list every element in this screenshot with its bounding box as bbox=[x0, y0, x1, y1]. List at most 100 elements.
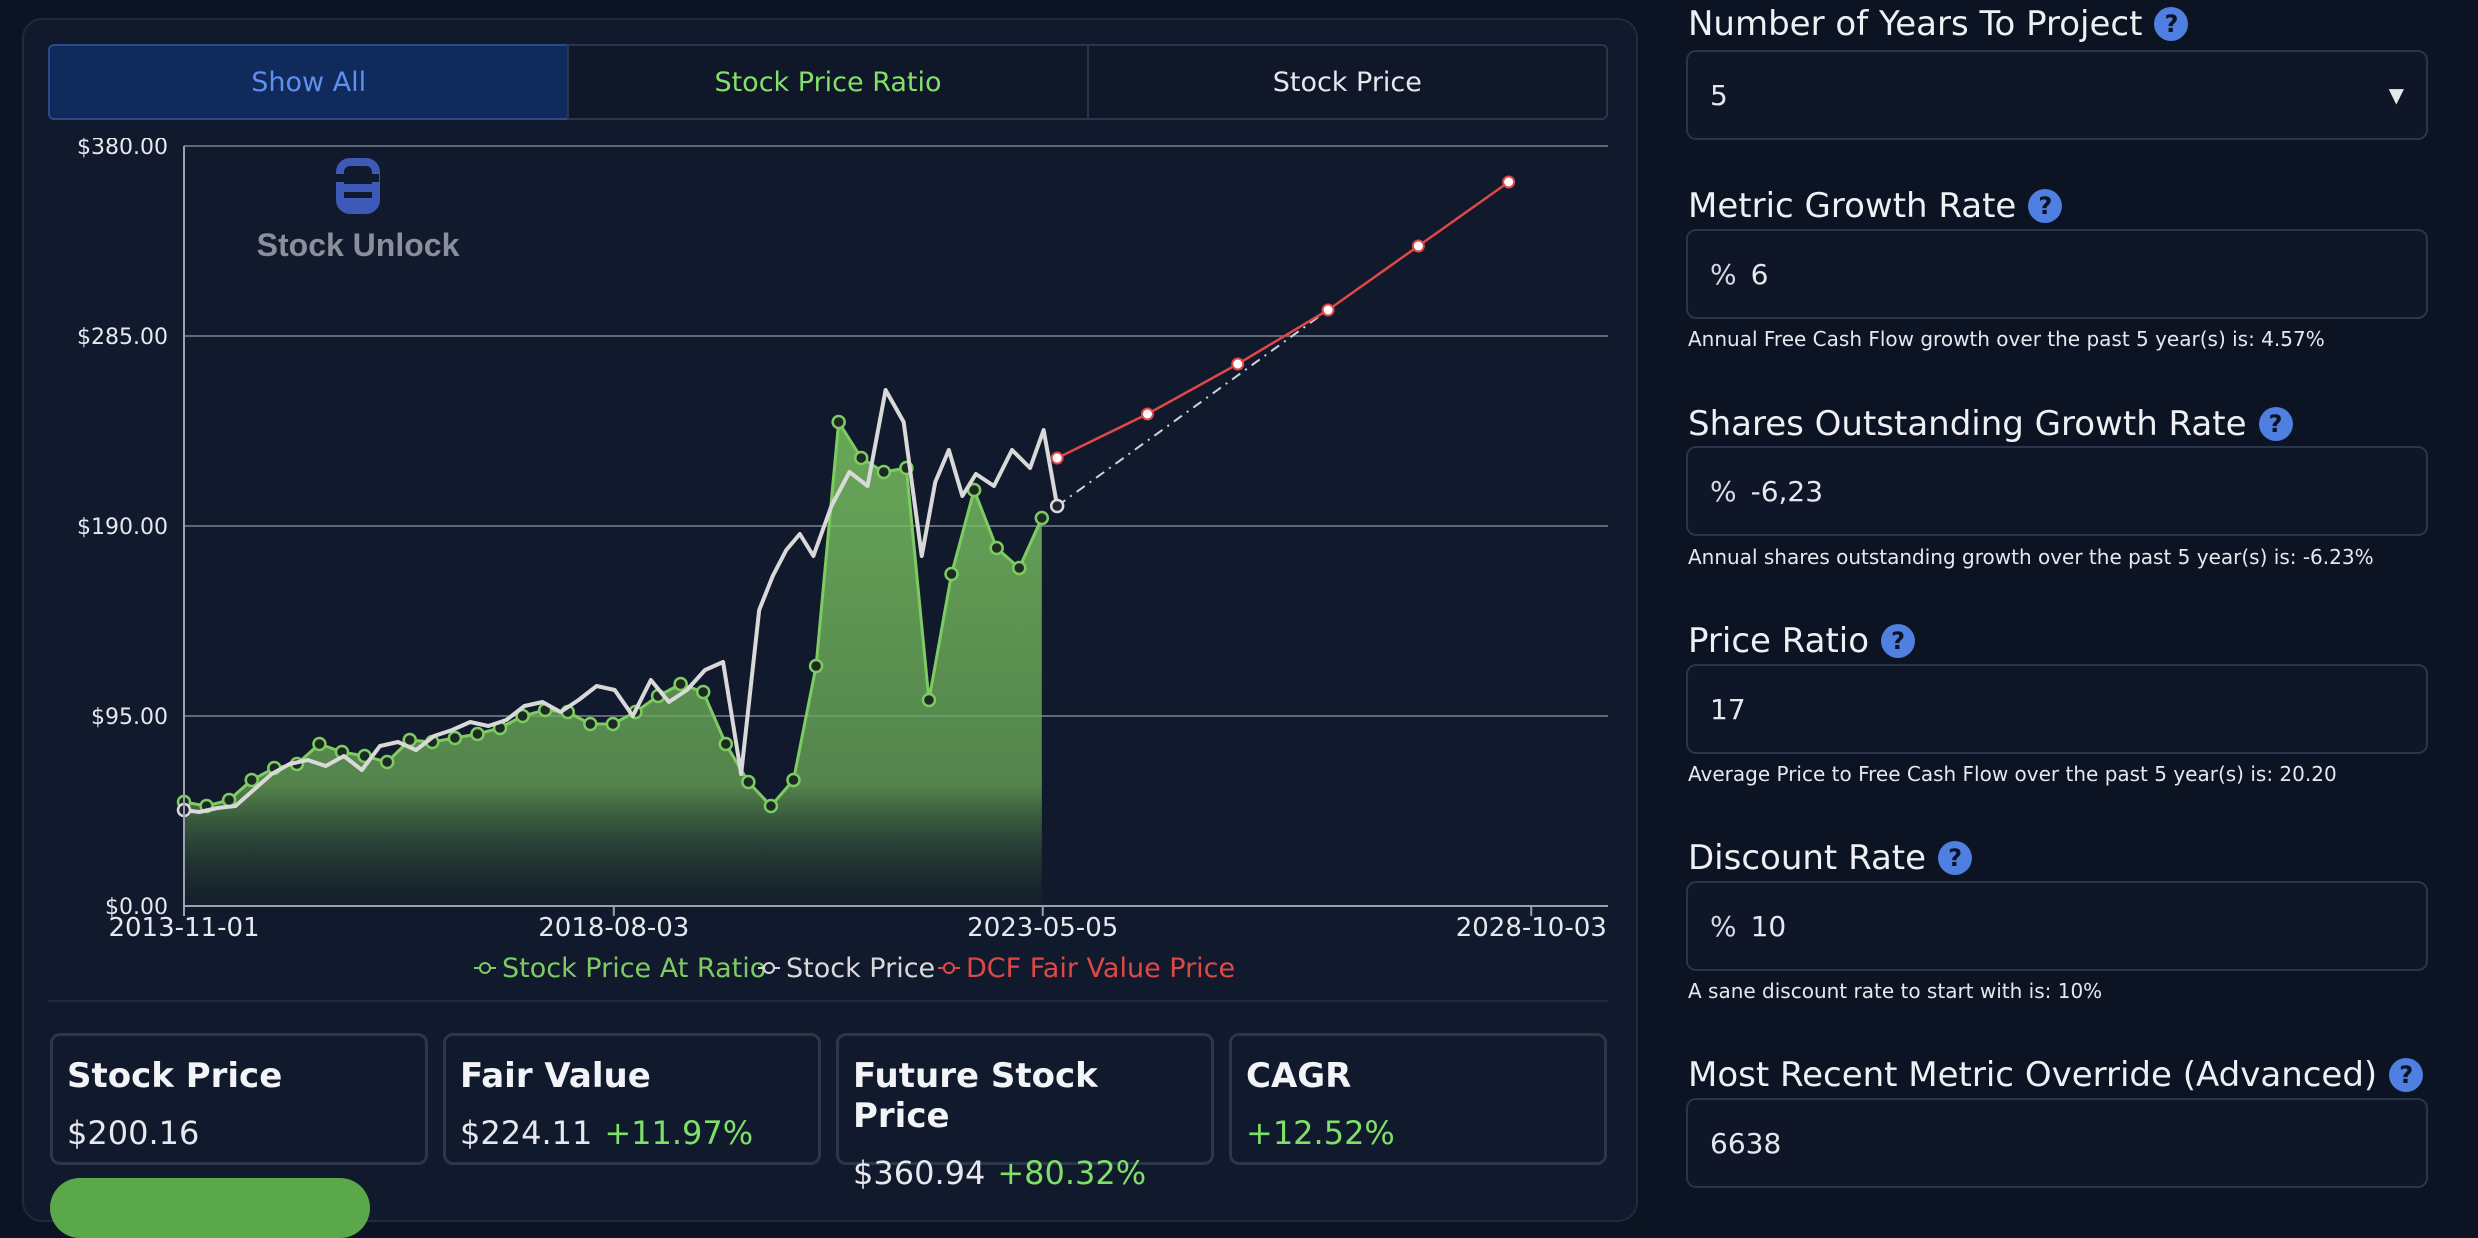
legend-item: Stock Price bbox=[758, 953, 935, 984]
point-dcf-fair-value bbox=[1231, 357, 1245, 371]
y-tick-label: $380.00 bbox=[77, 138, 168, 160]
help-icon[interactable]: ? bbox=[2389, 1058, 2424, 1092]
point-stock-price-at-ratio bbox=[989, 540, 1004, 556]
x-tick-label: 2028-10-03 bbox=[1456, 913, 1607, 943]
shares-growth-hint: Annual shares outstanding growth over th… bbox=[1688, 545, 2374, 569]
stat-change: +80.32% bbox=[997, 1154, 1147, 1192]
point-stock-price-at-ratio bbox=[763, 798, 779, 814]
stat-value: $200.16 bbox=[67, 1114, 200, 1152]
shares-growth-value: -6,23 bbox=[1750, 474, 1824, 508]
stat-title: Stock Price bbox=[67, 1056, 283, 1096]
point-stock-price-at-ratio bbox=[673, 676, 688, 692]
stat-title: Fair Value bbox=[460, 1056, 651, 1096]
percent-prefix: % bbox=[1710, 257, 1737, 291]
stat-title: Future Stock Price bbox=[853, 1056, 1098, 1136]
years-label: Number of Years To Project ? bbox=[1688, 4, 2189, 44]
y-tick-label: $285.00 bbox=[77, 325, 168, 350]
point-stock-price-at-ratio bbox=[221, 792, 237, 808]
series-line-dcf-fair-value bbox=[1056, 180, 1510, 460]
point-stock-price-at-ratio bbox=[741, 774, 756, 790]
point-stock-price-at-ratio bbox=[831, 414, 846, 430]
discount-rate-label-text: Discount Rate bbox=[1688, 838, 1927, 878]
point-dcf-fair-value bbox=[1411, 239, 1425, 253]
projection-line bbox=[1056, 309, 1329, 507]
tab-stock-price-ratio[interactable]: Stock Price Ratio bbox=[567, 44, 1089, 120]
metric-growth-input[interactable]: % 6 bbox=[1686, 229, 2428, 319]
watermark-text: Stock Unlock bbox=[257, 227, 460, 263]
help-icon[interactable]: ? bbox=[2154, 7, 2189, 41]
watermark-logo: Stock Unlock bbox=[257, 158, 460, 263]
stat-value: $360.94 bbox=[853, 1154, 986, 1192]
percent-prefix: % bbox=[1710, 909, 1737, 943]
legend-label: DCF Fair Value Price bbox=[966, 953, 1235, 984]
primary-action-button[interactable] bbox=[50, 1178, 370, 1238]
point-stock-price-at-ratio bbox=[312, 736, 327, 752]
shares-growth-input[interactable]: % -6,23 bbox=[1686, 446, 2428, 536]
years-select[interactable]: 5 ▼ bbox=[1686, 50, 2428, 140]
y-tick-label: $0.00 bbox=[105, 895, 168, 920]
stat-change: +12.52% bbox=[1246, 1114, 1395, 1152]
point-dcf-fair-value bbox=[1502, 175, 1516, 189]
override-input[interactable]: 6638 bbox=[1686, 1098, 2428, 1188]
x-tick-label: 2013-11-01 bbox=[108, 913, 259, 943]
shares-growth-label-text: Shares Outstanding Growth Rate bbox=[1688, 404, 2247, 444]
point-stock-price-at-ratio bbox=[447, 730, 463, 746]
legend-marker bbox=[943, 962, 955, 974]
point-stock-price-at-ratio bbox=[244, 772, 259, 788]
help-icon[interactable]: ? bbox=[2258, 407, 2293, 441]
stat-title: CAGR bbox=[1246, 1056, 1352, 1096]
override-label: Most Recent Metric Override (Advanced) ? bbox=[1688, 1055, 2424, 1095]
point-stock-price-at-ratio bbox=[944, 566, 959, 582]
discount-rate-input[interactable]: % 10 bbox=[1686, 881, 2428, 971]
legend-marker bbox=[479, 962, 491, 974]
point-stock-price bbox=[1049, 498, 1065, 514]
help-icon[interactable]: ? bbox=[2028, 189, 2063, 223]
point-stock-price-at-ratio bbox=[470, 726, 485, 742]
metric-growth-label: Metric Growth Rate ? bbox=[1688, 186, 2063, 226]
point-stock-price-at-ratio bbox=[1012, 560, 1027, 576]
metric-growth-value: 6 bbox=[1750, 257, 1769, 291]
stat-stock-price: Stock Price $200.16 bbox=[50, 1033, 428, 1165]
x-tick-label: 2018-08-03 bbox=[538, 913, 689, 943]
point-stock-price-at-ratio bbox=[786, 772, 801, 788]
price-ratio-label: Price Ratio ? bbox=[1688, 621, 1916, 661]
discount-rate-label: Discount Rate ? bbox=[1688, 838, 1973, 878]
years-label-text: Number of Years To Project bbox=[1688, 4, 2143, 44]
point-dcf-fair-value bbox=[1140, 407, 1154, 421]
shares-growth-label: Shares Outstanding Growth Rate ? bbox=[1688, 404, 2293, 444]
stat-value: $224.11 bbox=[460, 1114, 593, 1152]
percent-prefix: % bbox=[1710, 474, 1737, 508]
price-ratio-value: 17 bbox=[1710, 692, 1746, 726]
ratio-area bbox=[184, 422, 1042, 906]
discount-rate-value: 10 bbox=[1750, 909, 1787, 943]
point-stock-price-at-ratio bbox=[718, 736, 734, 752]
legend-label: Stock Price At Ratio bbox=[502, 953, 766, 984]
tab-show-all[interactable]: Show All bbox=[48, 44, 570, 120]
valuation-chart: Stock Unlock $0.00 $95.00 $190.00 $285.00 $3… bbox=[77, 138, 1608, 984]
discount-rate-hint: A sane discount rate to start with is: 1… bbox=[1688, 979, 2103, 1003]
price-ratio-input[interactable]: 17 bbox=[1686, 664, 2428, 754]
legend-label: Stock Price bbox=[786, 953, 935, 984]
point-stock-price-at-ratio bbox=[1034, 510, 1050, 526]
tab-stock-price[interactable]: Stock Price bbox=[1086, 44, 1608, 120]
point-stock-price-at-ratio bbox=[583, 716, 598, 732]
legend-item: Stock Price At Ratio bbox=[474, 953, 766, 984]
point-stock-price-at-ratio bbox=[379, 754, 395, 770]
help-icon[interactable]: ? bbox=[1881, 624, 1916, 658]
point-stock-price-at-ratio bbox=[921, 692, 937, 708]
point-stock-price-at-ratio bbox=[808, 658, 824, 674]
x-tick-label: 2023-05-05 bbox=[967, 913, 1118, 943]
legend-marker bbox=[763, 962, 775, 974]
help-icon[interactable]: ? bbox=[1938, 841, 1973, 875]
point-stock-price-at-ratio bbox=[515, 708, 530, 724]
stat-cagr: CAGR +12.52% bbox=[1229, 1033, 1607, 1165]
metric-growth-label-text: Metric Growth Rate bbox=[1688, 186, 2017, 226]
override-label-text: Most Recent Metric Override (Advanced) bbox=[1688, 1055, 2378, 1095]
point-stock-price-at-ratio bbox=[876, 464, 892, 480]
price-ratio-label-text: Price Ratio bbox=[1688, 621, 1870, 661]
chart-legend: Stock Price At Ratio Stock Price DCF Fair … bbox=[474, 953, 1235, 984]
divider bbox=[48, 1000, 1608, 1002]
stat-change: +11.97% bbox=[604, 1114, 754, 1152]
y-tick-label: $95.00 bbox=[91, 705, 168, 730]
chart-view-tabs: Show All Stock Price Ratio Stock Price bbox=[48, 44, 1608, 120]
